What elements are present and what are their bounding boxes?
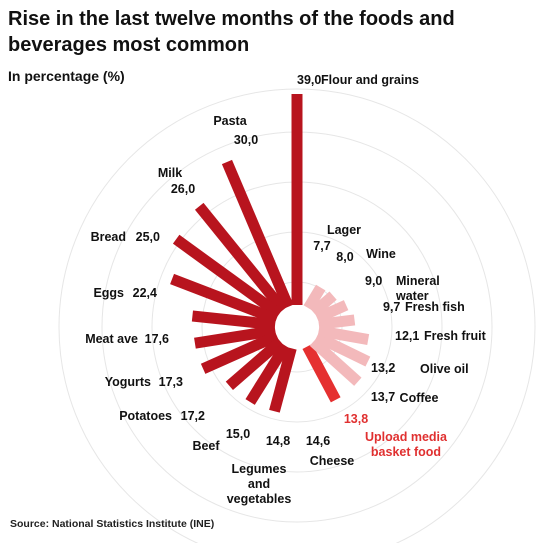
- value-label-pasta: 30,0: [234, 133, 258, 147]
- name-label-upload-media-basket-food: Upload media basket food: [365, 430, 448, 459]
- value-label-flour-and-grains: 39,0: [297, 73, 321, 87]
- value-label-upload-media-basket-food: 13,8: [344, 412, 368, 426]
- value-label-eggs: 22,4: [133, 286, 157, 300]
- bar-lager: [303, 284, 326, 311]
- name-label-milk: Milk: [158, 166, 182, 180]
- value-label-fresh-fruit: 12,1: [395, 329, 419, 343]
- bar-pasta: [221, 159, 294, 309]
- name-label-cheese: Cheese: [310, 454, 355, 468]
- bar-bread: [172, 234, 283, 319]
- bar-potatoes: [200, 330, 280, 374]
- value-label-beef: 15,0: [226, 427, 250, 441]
- name-label-wine: Wine: [366, 247, 396, 261]
- name-label-fresh-fish: Fresh fish: [405, 300, 465, 314]
- bar-olive-oil: [314, 331, 371, 367]
- name-label-bread: Bread: [91, 230, 126, 244]
- bar-fresh-fruit: [317, 325, 370, 345]
- name-label-flour-and-grains: Flour and grains: [321, 73, 419, 87]
- name-label-pasta: Pasta: [213, 114, 247, 128]
- bar-coffee: [309, 337, 362, 386]
- value-label-lager: 7,7: [313, 239, 330, 253]
- value-label-mineral-water: 9,0: [365, 274, 382, 288]
- value-label-legumes-and-vegetables: 14,8: [266, 434, 290, 448]
- name-label-legumes-and-vegetables: Legumes and vegetables: [227, 462, 292, 506]
- labels: 39,0 Flour and grains 30,0 Pasta 26,0 Milk 25,…: [85, 73, 486, 506]
- name-label-fresh-fruit: Fresh fruit: [424, 329, 487, 343]
- value-label-coffee: 13,7: [371, 390, 395, 404]
- grid-ring: [58, 88, 536, 543]
- bar-wine: [309, 291, 337, 317]
- name-label-lager: Lager: [327, 223, 361, 237]
- bars: [170, 94, 371, 413]
- value-label-yogurts: 17,3: [159, 375, 183, 389]
- name-label-mineral-water: Mineral water: [395, 274, 440, 303]
- name-label-meat-ave: Meat ave: [85, 332, 138, 346]
- name-label-beef: Beef: [192, 439, 220, 453]
- name-label-potatoes: Potatoes: [119, 409, 172, 423]
- bar-milk: [194, 202, 288, 314]
- chart-title: Rise in the last twelve months of the fo…: [8, 8, 455, 56]
- value-label-milk: 26,0: [171, 182, 195, 196]
- bar-upload-media-basket-food: [302, 343, 341, 403]
- source-note: Source: National Statistics Institute (I…: [10, 518, 215, 530]
- bar-legumes-and-vegetables: [245, 342, 291, 405]
- unit-label: In percentage (%): [8, 68, 125, 84]
- bar-beef: [225, 337, 285, 390]
- value-label-fresh-fish: 9,7: [383, 300, 400, 314]
- bar-yogurts: [194, 325, 277, 349]
- name-label-olive-oil: Olive oil: [420, 362, 469, 376]
- value-label-meat-ave: 17,6: [145, 332, 169, 346]
- name-label-eggs: Eggs: [93, 286, 124, 300]
- value-label-cheese: 14,6: [306, 434, 330, 448]
- name-label-yogurts: Yogurts: [105, 375, 151, 389]
- bar-mineral-water: [314, 300, 349, 324]
- value-label-wine: 8,0: [336, 250, 353, 264]
- bar-meat-ave: [191, 310, 276, 331]
- bar-cheese: [269, 346, 297, 413]
- value-label-olive-oil: 13,2: [371, 361, 395, 375]
- value-label-potatoes: 17,2: [181, 409, 205, 423]
- value-label-bread: 25,0: [136, 230, 160, 244]
- bar-eggs: [170, 273, 279, 325]
- name-label-coffee: Coffee: [400, 391, 439, 405]
- bar-fresh-fish: [318, 314, 356, 330]
